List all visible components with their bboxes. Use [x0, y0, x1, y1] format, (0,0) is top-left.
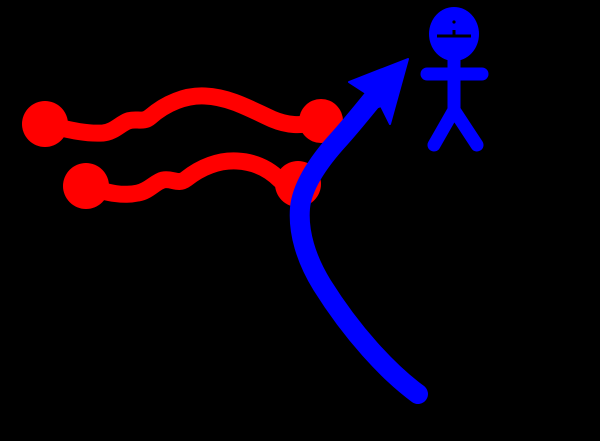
blue-curved-arrow: [289, 58, 428, 404]
blue-stick-figure: [420, 7, 489, 152]
stick-figure-legs: [427, 103, 484, 152]
red-squiggle-top: [22, 87, 343, 147]
stick-figure-mouth-icon: [437, 30, 471, 38]
arrow-head-icon: [348, 58, 409, 125]
stick-figure-eye-dot-icon: [452, 20, 456, 24]
red-squiggle-bottom-start-blob: [63, 163, 109, 209]
arrow-shaft: [289, 70, 428, 404]
red-squiggle-top-start-blob: [22, 101, 68, 147]
red-squiggle-top-stroke: [36, 87, 330, 142]
